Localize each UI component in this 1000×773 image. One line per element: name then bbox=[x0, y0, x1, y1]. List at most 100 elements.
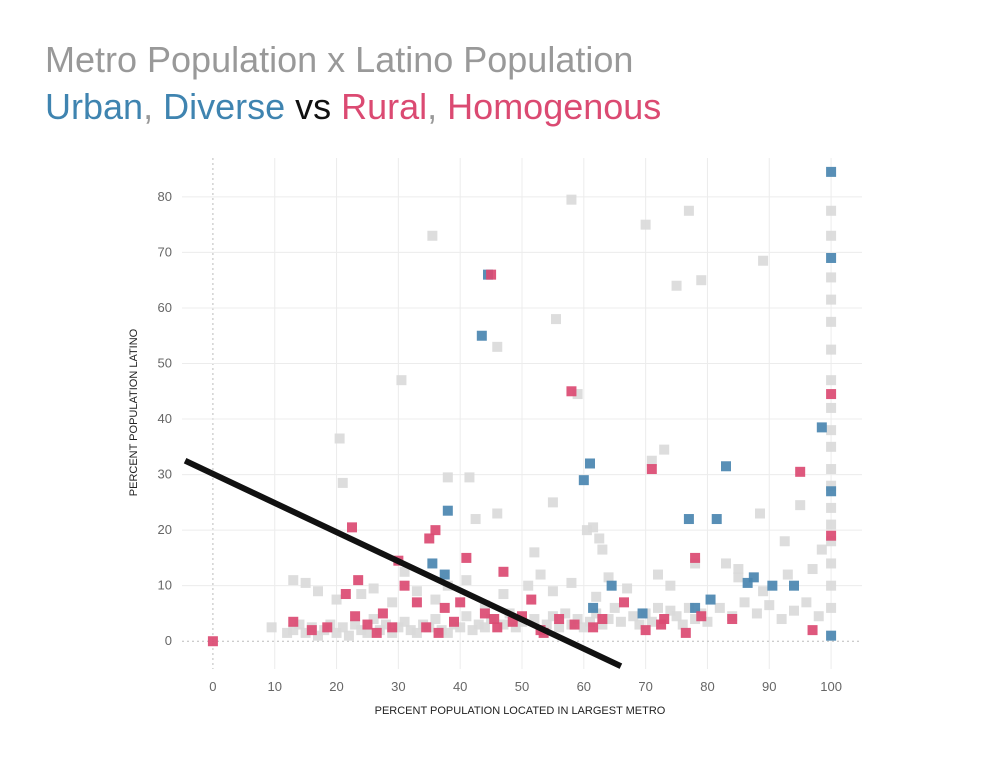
data-point-other bbox=[807, 564, 818, 575]
tick-labels: 0 10 20 30 40 50 60 70 80 90 100 0 10 20 30 40 50 60 70 80 bbox=[158, 189, 842, 694]
data-point-other bbox=[653, 602, 663, 613]
data-point-other bbox=[733, 572, 744, 583]
data-point-other bbox=[597, 619, 608, 630]
data-point-rural bbox=[826, 389, 837, 400]
data-point-urban bbox=[826, 486, 837, 497]
data-point-other bbox=[288, 625, 299, 636]
data-point-other bbox=[789, 605, 799, 616]
data-point-other bbox=[331, 594, 342, 605]
data-point-other bbox=[779, 536, 790, 547]
data-point-other bbox=[591, 608, 602, 619]
data-point-other bbox=[551, 314, 561, 325]
data-point-other bbox=[826, 375, 837, 386]
data-point-other bbox=[634, 619, 645, 630]
data-point-rural bbox=[306, 625, 317, 636]
data-point-rural bbox=[690, 552, 701, 563]
subtitle-homogenous: Homogenous bbox=[447, 86, 662, 127]
data-point-rural bbox=[322, 622, 333, 633]
data-point-rural bbox=[439, 602, 450, 613]
data-point-other bbox=[628, 611, 639, 622]
data-point-other bbox=[764, 600, 775, 611]
data-point-other bbox=[356, 589, 367, 600]
data-point-other bbox=[683, 205, 694, 216]
data-point-urban bbox=[439, 569, 450, 580]
data-point-other bbox=[826, 536, 837, 547]
data-point-other bbox=[560, 608, 571, 619]
data-point-other bbox=[393, 622, 404, 633]
data-point-other bbox=[826, 316, 837, 327]
data-point-other bbox=[721, 558, 731, 569]
data-point-other bbox=[461, 611, 472, 622]
data-point-other bbox=[646, 455, 657, 466]
data-point-other bbox=[653, 569, 663, 580]
data-point-other bbox=[826, 294, 837, 305]
subtitle-diverse: Diverse bbox=[163, 86, 286, 127]
data-point-urban bbox=[748, 572, 759, 583]
y-tick-label: 30 bbox=[158, 467, 172, 482]
subtitle-separator-2: , bbox=[427, 86, 448, 127]
data-point-other bbox=[541, 619, 552, 630]
data-point-other bbox=[464, 472, 475, 483]
data-point-other bbox=[479, 622, 490, 633]
data-point-other bbox=[826, 425, 837, 436]
data-point-other bbox=[470, 514, 481, 525]
data-point-urban bbox=[442, 505, 453, 516]
data-point-other bbox=[615, 616, 626, 627]
data-point-other bbox=[696, 275, 707, 286]
data-point-other bbox=[578, 622, 589, 633]
data-point-rural bbox=[362, 619, 373, 630]
data-point-other bbox=[461, 575, 472, 586]
data-point-rural bbox=[656, 619, 667, 630]
data-point-other bbox=[702, 616, 713, 627]
chart-title: Metro Population x Latino Population bbox=[45, 39, 634, 80]
data-point-other bbox=[396, 375, 407, 386]
data-point-other bbox=[498, 619, 509, 630]
data-point-urban bbox=[721, 461, 731, 472]
data-point-other bbox=[813, 611, 824, 622]
data-point-rural bbox=[640, 625, 651, 636]
data-point-rural bbox=[371, 627, 382, 638]
x-tick-label: 40 bbox=[453, 679, 467, 694]
data-point-other bbox=[455, 622, 466, 633]
data-point-other bbox=[387, 627, 398, 638]
data-point-rural bbox=[430, 525, 441, 536]
x-tick-label: 90 bbox=[762, 679, 776, 694]
data-point-rural bbox=[554, 614, 565, 625]
data-point-rural bbox=[424, 533, 435, 544]
x-tick-label: 50 bbox=[515, 679, 529, 694]
data-point-other bbox=[622, 583, 633, 594]
data-point-urban bbox=[690, 602, 701, 613]
data-point-other bbox=[603, 614, 614, 625]
data-point-other bbox=[801, 597, 812, 608]
x-tick-label: 60 bbox=[577, 679, 591, 694]
data-point-other bbox=[572, 614, 583, 625]
data-point-urban bbox=[742, 577, 753, 588]
data-point-other bbox=[609, 602, 620, 613]
data-point-other bbox=[535, 569, 546, 580]
data-point-other bbox=[399, 616, 410, 627]
data-point-other bbox=[816, 544, 827, 555]
data-point-other bbox=[529, 547, 540, 558]
subtitle-separator-1: , bbox=[143, 86, 164, 127]
data-point-other bbox=[492, 508, 503, 519]
data-point-other bbox=[826, 519, 837, 530]
data-point-rural bbox=[288, 616, 299, 627]
data-point-rural bbox=[486, 269, 497, 280]
data-point-urban bbox=[826, 630, 837, 641]
data-point-rural bbox=[566, 386, 577, 397]
data-point-rural bbox=[646, 464, 657, 475]
data-point-other bbox=[826, 205, 837, 216]
data-point-other bbox=[665, 580, 676, 591]
data-point-other bbox=[585, 616, 595, 627]
data-point-other bbox=[671, 611, 682, 622]
data-point-other bbox=[566, 194, 577, 205]
data-point-other bbox=[343, 630, 354, 641]
data-point-rural bbox=[807, 625, 818, 636]
data-point-other bbox=[313, 630, 323, 641]
data-point-other bbox=[782, 569, 793, 580]
data-point-other bbox=[690, 558, 701, 569]
x-tick-label: 0 bbox=[209, 679, 216, 694]
data-point-rural bbox=[411, 597, 422, 608]
data-point-other bbox=[646, 616, 657, 627]
